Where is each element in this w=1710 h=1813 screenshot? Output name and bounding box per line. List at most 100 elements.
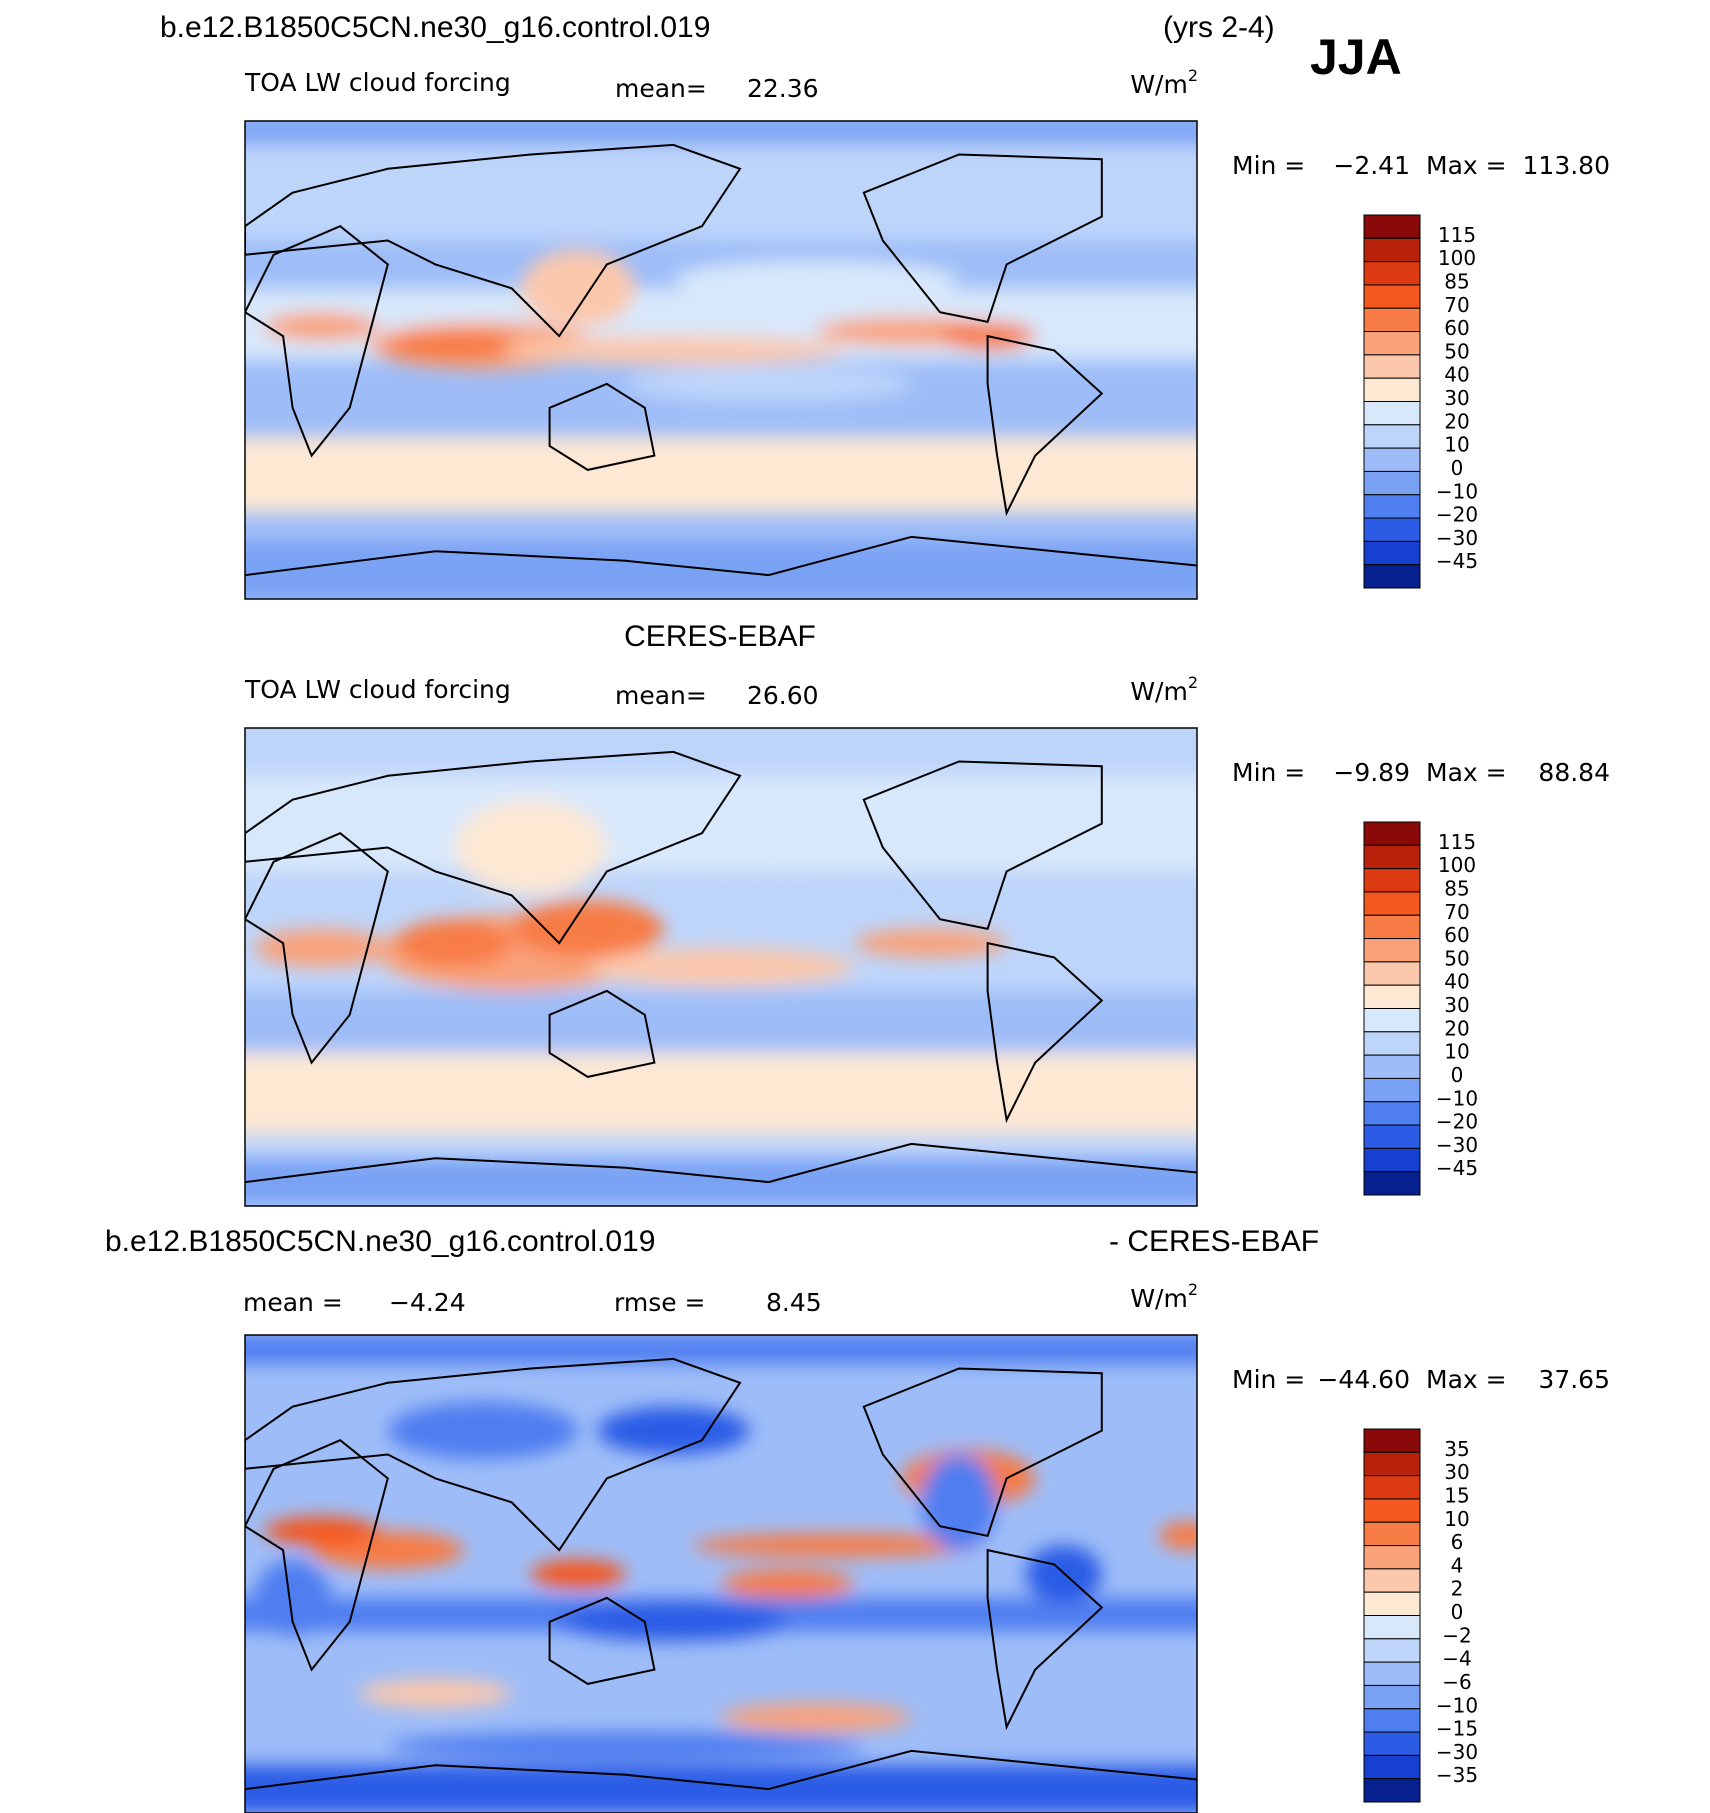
panel-title: CERES-EBAF — [624, 620, 816, 653]
colorbar-label: 100 — [1438, 853, 1476, 877]
colorbar-box — [1363, 354, 1421, 379]
colorbar-box — [1363, 1451, 1421, 1477]
units-exp: 2 — [1188, 66, 1198, 85]
colorbar-label: 50 — [1444, 946, 1469, 970]
colorbar-box — [1363, 938, 1421, 963]
field-blob — [254, 928, 388, 967]
colorbar-box — [1363, 540, 1421, 566]
coastline — [862, 1367, 1103, 1537]
colorbar-label: −30 — [1436, 526, 1478, 550]
colorbar-box — [1363, 237, 1421, 263]
case-title: b.e12.B1850C5CN.ne30_g16.control.019 — [160, 11, 710, 44]
max-value: 37.65 — [1538, 1365, 1610, 1394]
colorbar-label: 6 — [1451, 1530, 1464, 1554]
colorbar-box — [1363, 1171, 1421, 1196]
map-frame — [244, 1334, 1198, 1813]
colorbar-label: −4 — [1442, 1647, 1471, 1671]
colorbar-label: −30 — [1436, 1133, 1478, 1157]
colorbar-box — [1363, 494, 1421, 519]
colorbar-box — [1363, 914, 1421, 940]
units-exp: 2 — [1188, 673, 1198, 692]
field-band — [245, 728, 1197, 776]
map-frame — [244, 727, 1198, 1207]
colorbar-box — [1363, 891, 1421, 916]
coastline — [548, 989, 656, 1078]
min-label: Min = — [1232, 758, 1305, 787]
colorbar-box — [1363, 1684, 1421, 1710]
max-value: 88.84 — [1538, 758, 1610, 787]
colorbar-label: 10 — [1444, 1507, 1469, 1531]
colorbar-box — [1363, 1545, 1421, 1570]
units: W/m2 — [1130, 1280, 1198, 1314]
field-blob — [692, 1533, 979, 1558]
colorbar-box — [1363, 284, 1421, 309]
colorbar-label: 35 — [1444, 1437, 1469, 1461]
stat-label: rmse = — [614, 1288, 706, 1317]
min-value: −44.60 — [1317, 1365, 1410, 1394]
colorbar-label: −10 — [1436, 1693, 1478, 1717]
units-base: W/m — [1130, 70, 1188, 99]
field-blob — [521, 250, 636, 327]
field-blob — [502, 336, 845, 365]
field-blob — [454, 799, 607, 896]
colorbar-label: −30 — [1436, 1740, 1478, 1764]
units-exp: 2 — [1188, 1280, 1198, 1299]
variable-name: TOA LW cloud forcing — [244, 68, 511, 97]
coastline — [245, 1357, 742, 1552]
units-base: W/m — [1130, 677, 1188, 706]
coastline — [986, 1548, 1104, 1731]
colorbar-label: 4 — [1451, 1553, 1464, 1577]
colorbar-box — [1363, 517, 1421, 542]
colorbar-label: 2 — [1451, 1577, 1464, 1601]
coastline — [986, 941, 1104, 1124]
field-blob — [530, 1559, 626, 1589]
colorbar-label: 85 — [1444, 269, 1469, 293]
min-label: Min = — [1232, 1365, 1305, 1394]
units: W/m2 — [1130, 673, 1198, 707]
stat-label: mean= — [615, 681, 707, 710]
colorbar-box — [1363, 1638, 1421, 1663]
colorbar-box — [1363, 1615, 1421, 1640]
colorbar-label: −10 — [1436, 479, 1478, 503]
field-band — [245, 144, 1197, 241]
colorbar-box — [1363, 1521, 1421, 1547]
colorbar-label: 60 — [1444, 316, 1469, 340]
field-blob — [663, 990, 931, 1039]
field-blob — [673, 259, 959, 298]
coastline — [245, 832, 389, 1065]
map — [245, 728, 1197, 1206]
units: W/m2 — [1130, 66, 1198, 100]
colorbar-box — [1363, 1124, 1421, 1149]
colorbar-box — [1363, 307, 1421, 333]
colorbar-box — [1363, 424, 1421, 449]
colorbar-box — [1363, 1031, 1421, 1056]
colorbar-label: 20 — [1444, 409, 1469, 433]
colorbar-label: −45 — [1436, 1156, 1478, 1180]
colorbar-box — [1363, 844, 1421, 870]
map-frame — [244, 120, 1198, 600]
coastline — [245, 143, 742, 338]
colorbar-label: 10 — [1444, 1040, 1469, 1064]
colorbar-label: 40 — [1444, 363, 1469, 387]
colorbar-box — [1363, 1708, 1421, 1733]
colorbar-box — [1363, 868, 1421, 893]
field-blob — [587, 947, 855, 987]
colorbar-box — [1363, 401, 1421, 426]
coastline — [986, 334, 1104, 517]
colorbar-box — [1363, 984, 1421, 1009]
min-value: −9.89 — [1333, 758, 1410, 787]
map-field — [245, 728, 1197, 1206]
stat-value: 22.36 — [747, 74, 819, 103]
colorbar-label: −20 — [1436, 1110, 1478, 1134]
field-blob — [597, 1406, 750, 1455]
colorbar-box — [1363, 1591, 1421, 1616]
colorbar-box — [1363, 1147, 1421, 1173]
colorbar-label: 115 — [1438, 223, 1476, 247]
colorbar-label: −2 — [1442, 1623, 1471, 1647]
colorbar-label: −15 — [1436, 1717, 1478, 1741]
colorbar-box — [1363, 261, 1421, 286]
colorbar-box — [1363, 1101, 1421, 1126]
colorbar-box — [1363, 1731, 1421, 1756]
colorbar-label: 40 — [1444, 970, 1469, 994]
